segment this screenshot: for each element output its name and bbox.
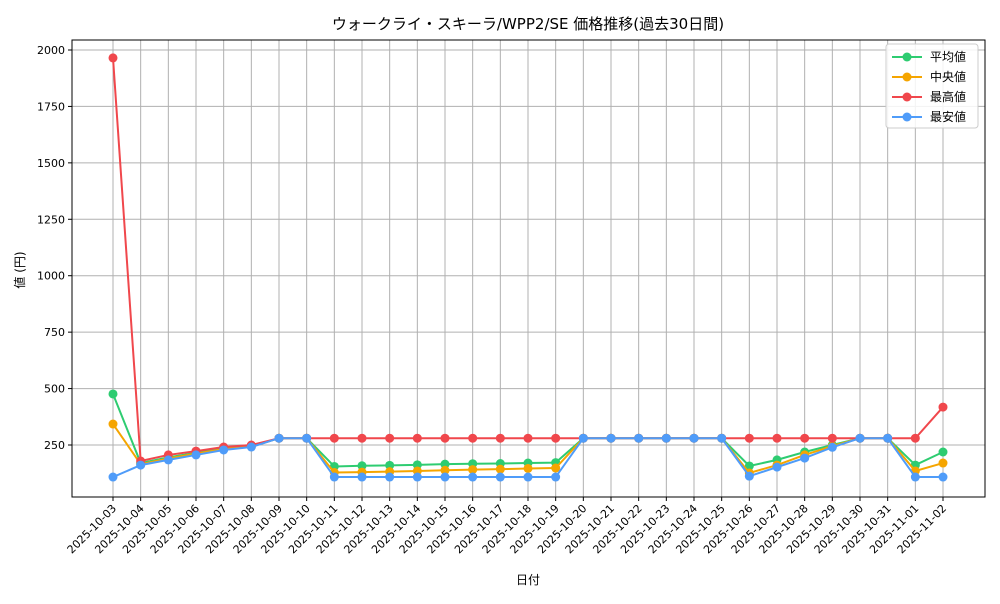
data-point [385, 472, 395, 482]
grid-lines [72, 40, 985, 497]
data-point [800, 433, 810, 443]
series-lines [108, 53, 948, 482]
data-point [910, 433, 920, 443]
data-point [274, 433, 284, 443]
data-point [910, 472, 920, 482]
data-point [938, 447, 948, 457]
x-axis-label: 日付 [516, 573, 540, 587]
data-point [551, 463, 561, 473]
data-point [357, 433, 367, 443]
data-point [689, 433, 699, 443]
data-point [440, 465, 450, 475]
data-point [329, 472, 339, 482]
data-point [246, 442, 256, 452]
data-point [412, 433, 422, 443]
data-point [468, 472, 478, 482]
data-point [219, 445, 229, 455]
y-tick-label: 2000 [37, 44, 65, 57]
data-point [827, 433, 837, 443]
data-point [772, 433, 782, 443]
y-tick-label: 1000 [37, 270, 65, 283]
data-point [357, 472, 367, 482]
legend-marker-icon [902, 92, 912, 102]
legend-label: 最高値 [930, 89, 966, 104]
data-point [827, 442, 837, 452]
data-point [772, 462, 782, 472]
data-point [744, 433, 754, 443]
data-point [468, 465, 478, 475]
series-最安値 [108, 433, 948, 482]
data-point [744, 461, 754, 471]
data-point [717, 433, 727, 443]
y-axis-label: 値 (円) [12, 251, 27, 288]
data-point [440, 433, 450, 443]
data-point [108, 472, 118, 482]
data-point [578, 433, 588, 443]
data-point [523, 463, 533, 473]
data-point [495, 464, 505, 474]
data-point [551, 472, 561, 482]
data-point [523, 433, 533, 443]
data-point [385, 433, 395, 443]
y-tick-label: 500 [44, 383, 65, 396]
data-point [551, 433, 561, 443]
data-point [938, 402, 948, 412]
legend-marker-icon [902, 112, 912, 122]
data-point [938, 472, 948, 482]
y-tick-label: 1250 [37, 213, 65, 226]
legend-label: 平均値 [930, 49, 966, 64]
chart-title: ウォークライ・スキーラ/WPP2/SE 価格推移(過去30日間) [332, 15, 724, 33]
y-tick-label: 250 [44, 439, 65, 452]
legend-label: 最安値 [930, 109, 966, 124]
data-point [523, 472, 533, 482]
data-point [495, 433, 505, 443]
data-point [108, 419, 118, 429]
legend-marker-icon [902, 52, 912, 62]
data-point [634, 433, 644, 443]
data-point [412, 472, 422, 482]
data-point [883, 433, 893, 443]
data-point [606, 433, 616, 443]
data-point [661, 433, 671, 443]
y-tick-label: 1750 [37, 100, 65, 113]
data-point [495, 472, 505, 482]
data-point [855, 433, 865, 443]
data-point [468, 433, 478, 443]
data-point [136, 460, 146, 470]
data-point [440, 472, 450, 482]
legend-label: 中央値 [930, 69, 966, 84]
data-point [163, 455, 173, 465]
data-point [385, 460, 395, 470]
y-tick-label: 750 [44, 326, 65, 339]
data-point [329, 433, 339, 443]
data-point [744, 471, 754, 481]
data-point [357, 461, 367, 471]
data-point [800, 453, 810, 463]
data-point [302, 433, 312, 443]
data-point [108, 53, 118, 63]
y-tick-label: 1500 [37, 157, 65, 170]
axes: 2025-10-032025-10-042025-10-052025-10-06… [37, 39, 986, 556]
data-point [191, 450, 201, 460]
data-point [108, 389, 118, 399]
data-point [938, 458, 948, 468]
legend-marker-icon [902, 72, 912, 82]
